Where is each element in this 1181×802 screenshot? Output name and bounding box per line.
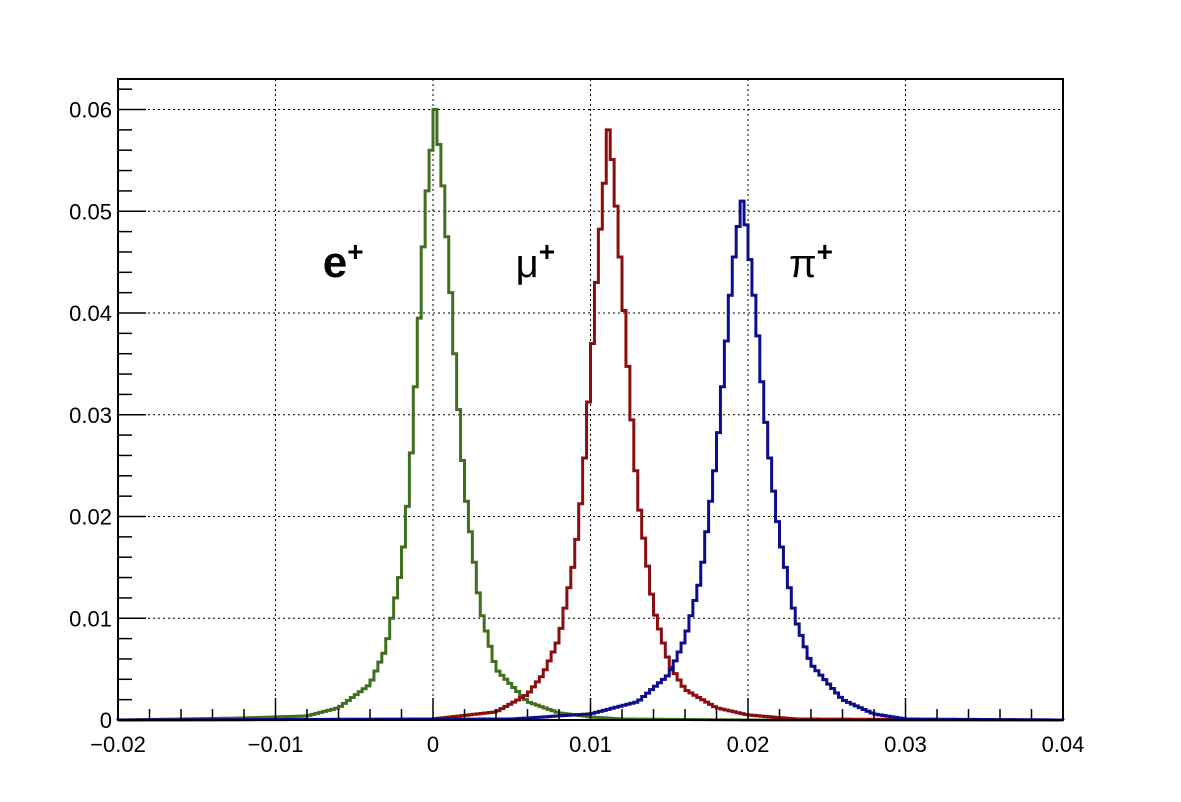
x-tick-label: 0.02: [727, 732, 770, 757]
x-tick-label: 0.04: [1042, 732, 1085, 757]
x-tick-label: 0.01: [569, 732, 612, 757]
y-tick-label: 0.06: [69, 98, 112, 123]
y-tick-label: 0.03: [69, 403, 112, 428]
axis-layer: −0.02 −0.01 0 0.01 0.02 0.03 0.04 0 0.01 0.02 0.03…: [69, 78, 1085, 757]
y-tick-label: 0.05: [69, 199, 112, 224]
label-layer: e+ μ+ π+: [323, 236, 833, 287]
annotation-sup: +: [347, 236, 363, 267]
x-tick-label: −0.01: [248, 732, 304, 757]
series-annotation-1: μ+: [516, 236, 555, 286]
annotation-base: μ: [516, 242, 539, 286]
series-annotation-0: e+: [323, 236, 364, 287]
x-tick-label: −0.02: [90, 732, 146, 757]
y-tick-label: 0.01: [69, 606, 112, 631]
y-tick-label: 0.04: [69, 301, 112, 326]
x-tick-label: 0.03: [884, 732, 927, 757]
annotation-base: e: [323, 238, 347, 287]
y-tick-label: 0.02: [69, 505, 112, 530]
series-annotation-2: π+: [789, 236, 833, 286]
annotation-sup: +: [817, 236, 833, 267]
x-tick-label: 0: [427, 732, 439, 757]
y-tick-label: 0: [100, 708, 112, 733]
annotation-base: π: [789, 242, 817, 286]
annotation-sup: +: [539, 236, 555, 267]
